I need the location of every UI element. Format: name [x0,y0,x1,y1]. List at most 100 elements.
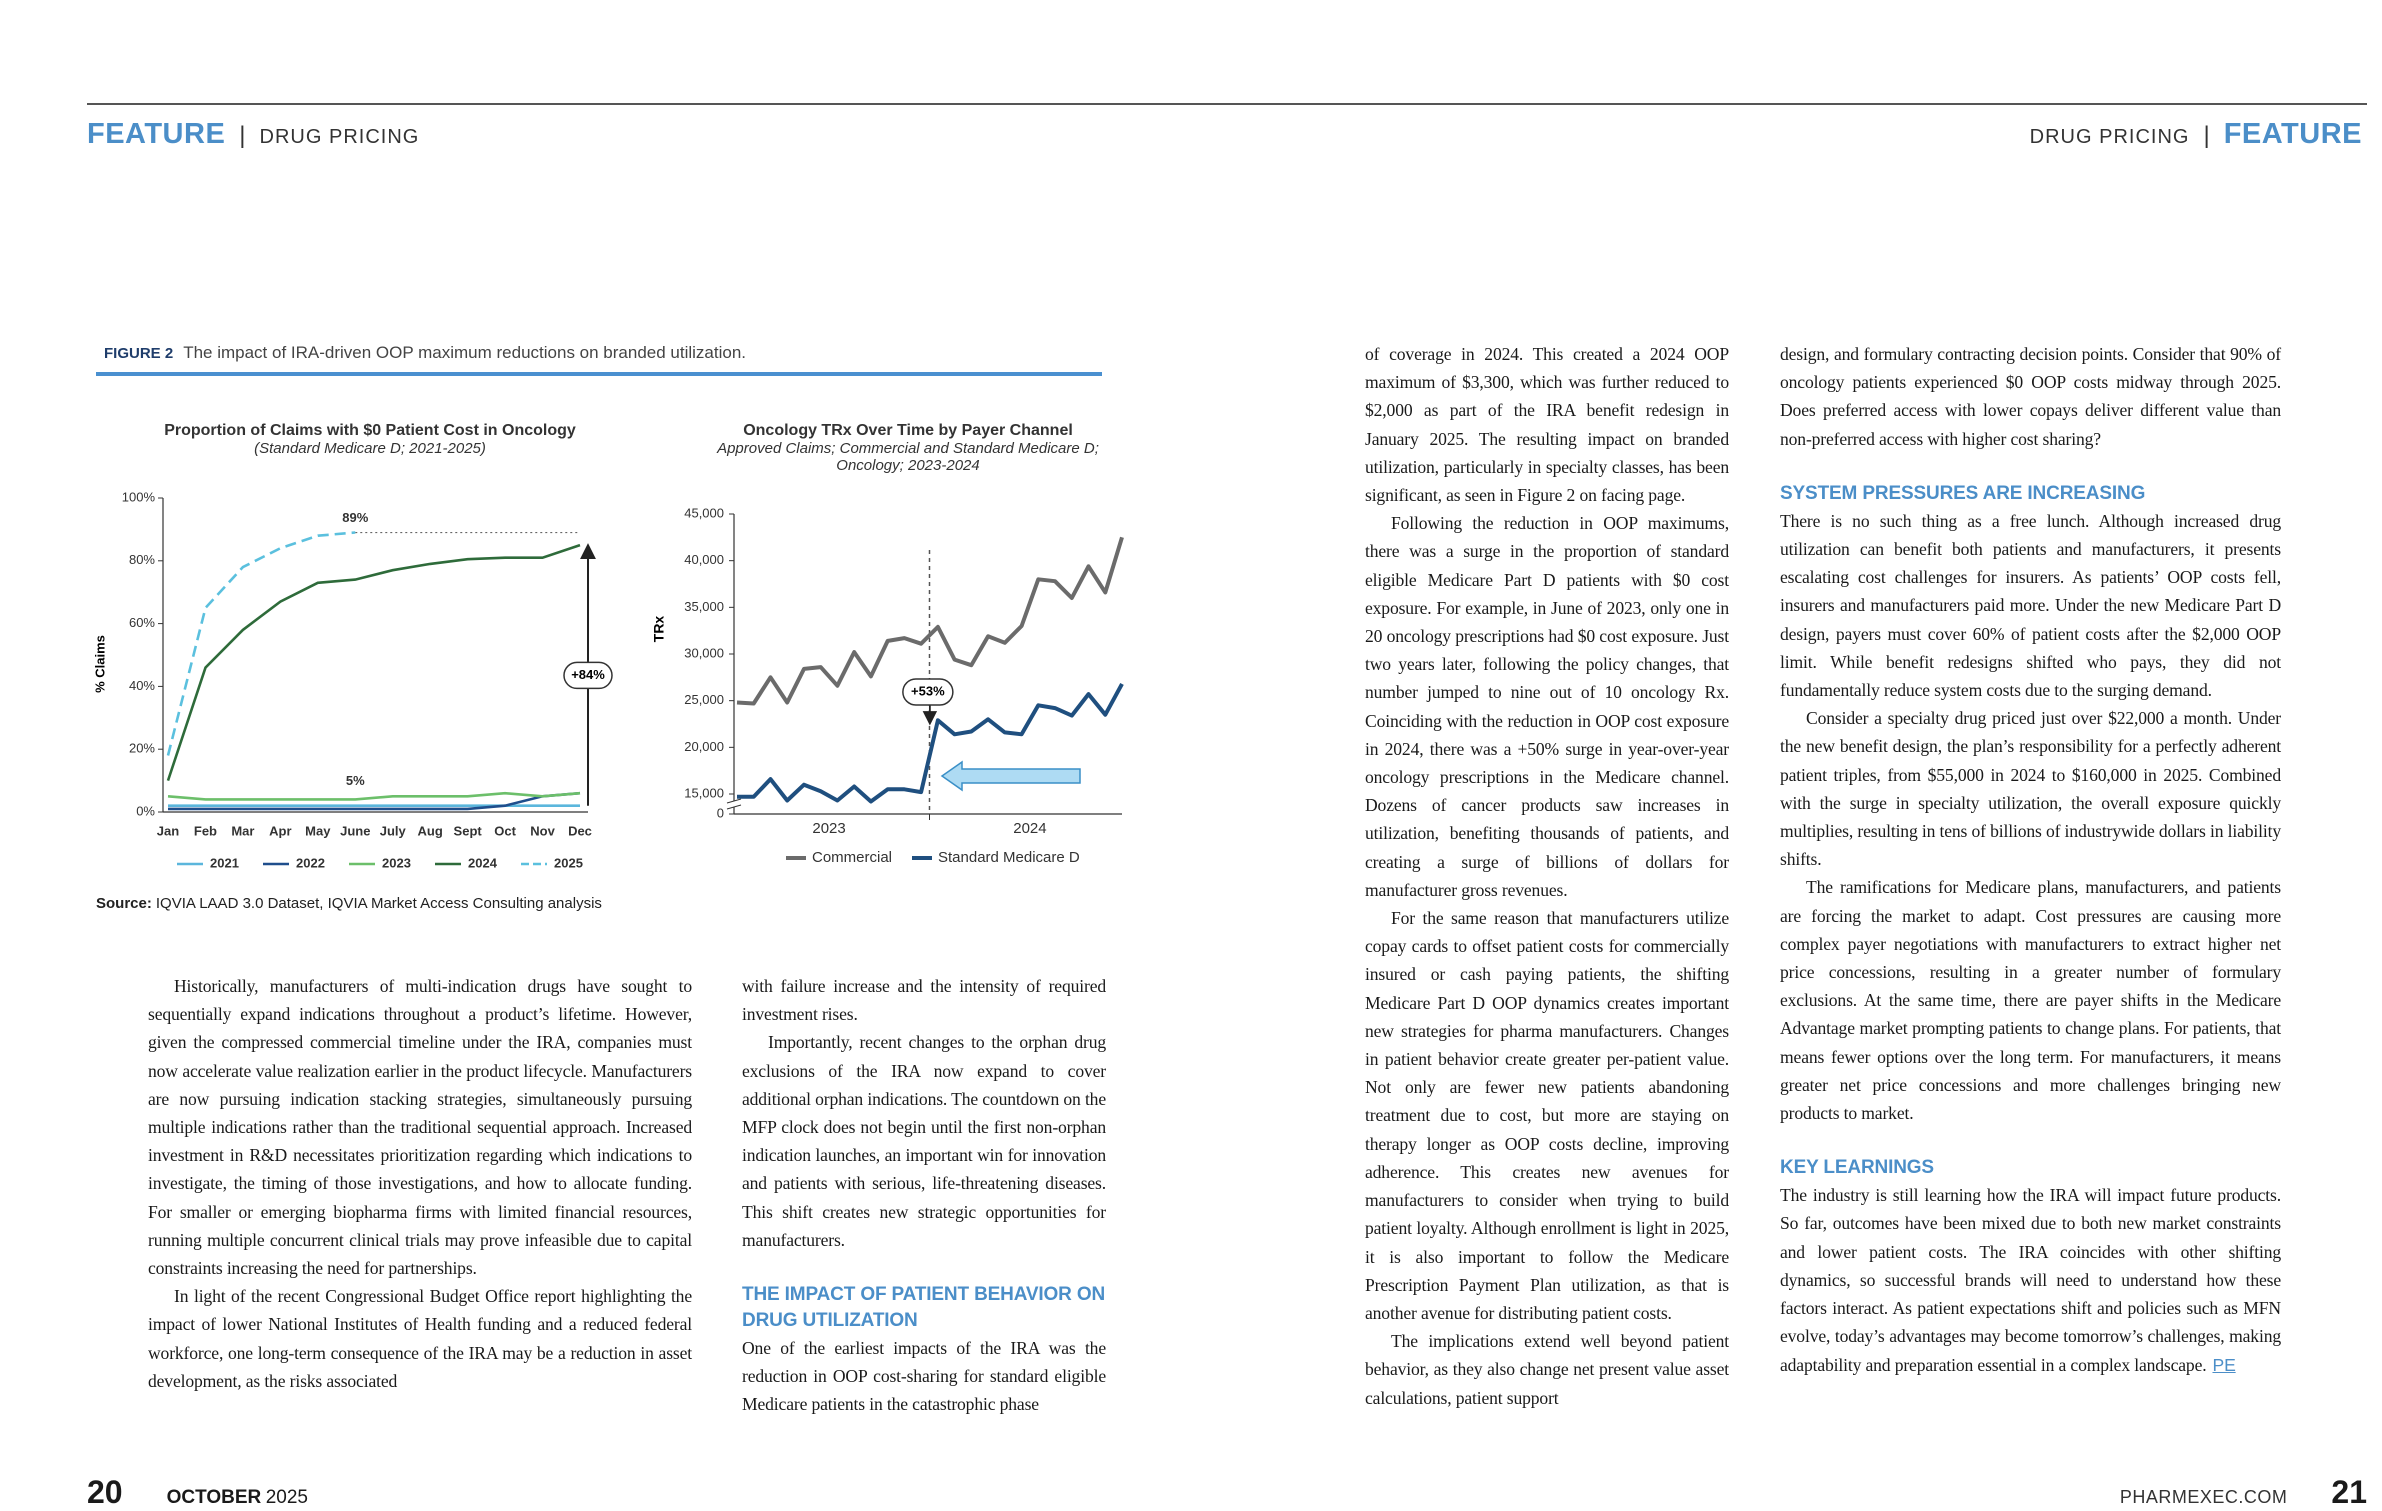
y-axis-label: TRx [651,616,667,643]
y-tick-label: 20% [129,741,155,756]
legend-label: 2022 [296,855,325,870]
legend-label: Commercial [812,849,892,866]
data-line [166,531,356,756]
annotation: 89% [342,510,368,525]
paragraph: of coverage in 2024. This created a 2024… [1365,344,1729,506]
y-tick-label: 0% [136,803,155,818]
text-column: Historically, manufacturers of multi-ind… [148,972,692,1395]
x-tick-label: June [340,823,370,838]
header-right: DRUG PRICING | FEATURE [2030,118,2362,151]
paragraph: The implications extend well beyond pati… [1365,1331,1729,1408]
section: FEATURE [2223,118,2362,150]
paragraph: There is no such thing as a free lunch. … [1780,510,2281,701]
annotation: +53% [911,683,945,698]
annotation-box [563,661,613,690]
y-tick-label: 25,000 [684,692,724,707]
paragraph: Following the reduction in OOP maximums,… [1365,513,1729,900]
annotation: +84% [571,667,605,682]
paragraph: Historically, manufacturers of multi-ind… [148,976,692,1279]
annotation-box [902,678,954,706]
data-line [167,791,581,801]
x-tick-label: Mar [231,823,254,838]
data-line [166,543,581,782]
divider: | [239,122,246,149]
text-column: design, and formulary contracting decisi… [1780,340,2281,1379]
section-heading: KEY LEARNINGS [1780,1157,1934,1179]
header-left: FEATURE | DRUG PRICING [87,118,419,151]
section-heading: THE IMPACT OF PATIENT BEHAVIOR ON DRUG U… [742,1284,1106,1332]
paragraph: Importantly, recent changes to the orpha… [742,1032,1106,1250]
paragraph: For the same reason that manufacturers u… [1365,908,1729,1323]
y-tick-label: 60% [129,615,155,630]
x-group-label: 2024 [1013,820,1046,837]
end-mark: PE [2212,1354,2236,1375]
y-tick-label: 45,000 [684,505,724,520]
text-column: of coverage in 2024. This created a 2024… [1365,340,1729,1412]
chart-heading: Oncology TRx Over Time by Payer Channel … [698,422,1118,474]
footer-right: PHARMEXEC.COM 21 [2120,1474,2367,1511]
y-tick-label: 0 [717,805,724,820]
highlight-arrow [940,760,1081,792]
x-tick-label: Oct [494,823,516,838]
figure-caption: FIGURE 2 The impact of IRA-driven OOP max… [104,343,746,363]
issue-year: 2025 [265,1487,308,1508]
y-tick-label: 40% [129,678,155,693]
chart-title: Proportion of Claims with $0 Patient Cos… [164,422,576,439]
paragraph: The industry is still learning how the I… [1780,1185,2281,1375]
y-tick-label: 35,000 [684,599,724,614]
footer-left: 20 OCTOBER 2025 [87,1474,308,1511]
legend-label: 2025 [554,855,583,870]
data-line [737,682,1124,804]
section: FEATURE [87,118,226,150]
figure-source: Source: IQVIA LAAD 3.0 Dataset, IQVIA Mar… [96,895,602,912]
source: IQVIA LAAD 3.0 Dataset, IQVIA Market Acc… [155,895,602,912]
x-tick-label: Nov [530,823,555,838]
topic: DRUG PRICING [259,126,420,148]
topic: DRUG PRICING [2029,126,2190,148]
legend-label: 2024 [468,855,498,870]
x-tick-label: Jan [157,823,179,838]
axis-break [726,804,742,810]
legend-label: Standard Medicare D [938,849,1080,866]
y-tick-label: 15,000 [684,785,724,800]
y-tick-label: 80% [129,552,155,567]
legend-label: 2023 [382,855,411,870]
issue-month: OCTOBER [166,1487,262,1508]
chart-heading: Proportion of Claims with $0 Patient Cos… [140,422,600,457]
paragraph: In light of the recent Congressional Bud… [148,1286,692,1391]
x-tick-label: July [380,823,407,838]
x-tick-label: Apr [269,823,291,838]
y-tick-label: 20,000 [684,739,724,754]
data-line [168,791,581,811]
axis-break-gap [728,801,740,807]
x-tick-label: Sept [454,823,483,838]
y-axis-label: % Claims [92,635,107,693]
axis-break [726,798,742,804]
paragraph: design, and formulary contracting decisi… [1780,344,2281,449]
data-line [736,536,1124,706]
x-group-label: 2023 [812,820,845,837]
x-tick-label: Aug [418,823,443,838]
figure-label: FIGURE 2 [104,345,174,362]
chart-subtitle: (Standard Medicare D; 2021-2025) [254,440,486,457]
y-tick-label: 100% [122,489,156,504]
x-tick-label: Dec [568,823,592,838]
legend-label: 2021 [210,855,239,870]
y-tick-label: 30,000 [684,645,724,660]
paragraph: Consider a specialty drug priced just ov… [1780,708,2281,870]
paragraph: One of the earliest impacts of the IRA w… [742,1338,1106,1415]
page-number: 21 [2331,1474,2367,1510]
x-tick-label: May [305,823,331,838]
site: PHARMEXEC.COM [2119,1487,2288,1507]
y-tick-label: 40,000 [684,552,724,567]
section-heading: SYSTEM PRESSURES ARE INCREASING [1780,482,2146,504]
annotation: 5% [346,773,365,788]
paragraph: The ramifications for Medicare plans, ma… [1780,877,2281,1124]
chart-title: Oncology TRx Over Time by Payer Channel [743,422,1073,439]
chart-subtitle: Approved Claims; Commercial and Standard… [717,440,1099,474]
x-tick-label: Feb [194,823,217,838]
page-number: 20 [87,1474,123,1510]
caption: The impact of IRA-driven OOP maximum red… [183,343,747,362]
